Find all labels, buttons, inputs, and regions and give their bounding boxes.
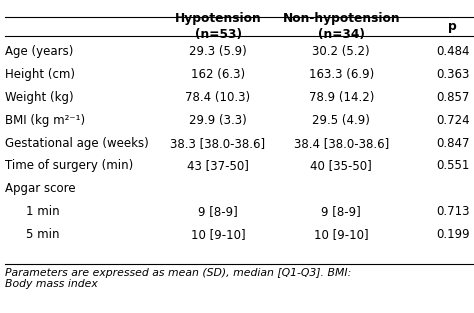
Text: 162 (6.3): 162 (6.3) <box>191 68 245 81</box>
Text: 0.363: 0.363 <box>436 68 469 81</box>
Text: Hypotension: Hypotension <box>174 12 262 25</box>
Text: 0.199: 0.199 <box>436 228 469 241</box>
Text: (n=53): (n=53) <box>194 28 242 41</box>
Text: Apgar score: Apgar score <box>5 182 75 195</box>
Text: Non-hypotension: Non-hypotension <box>283 12 400 25</box>
Text: 0.551: 0.551 <box>436 159 469 172</box>
Text: 43 [37-50]: 43 [37-50] <box>187 159 249 172</box>
Text: Age (years): Age (years) <box>5 45 73 58</box>
Text: 0.857: 0.857 <box>436 91 469 104</box>
Text: (n=34): (n=34) <box>318 28 365 41</box>
Text: Time of surgery (min): Time of surgery (min) <box>5 159 133 172</box>
Text: 9 [8-9]: 9 [8-9] <box>198 205 238 218</box>
Text: 29.5 (4.9): 29.5 (4.9) <box>312 114 370 127</box>
Text: 78.9 (14.2): 78.9 (14.2) <box>309 91 374 104</box>
Text: Weight (kg): Weight (kg) <box>5 91 73 104</box>
Text: Height (cm): Height (cm) <box>5 68 75 81</box>
Text: 5 min: 5 min <box>26 228 60 241</box>
Text: 29.9 (3.3): 29.9 (3.3) <box>189 114 247 127</box>
Text: p: p <box>448 20 457 33</box>
Text: BMI (kg m²⁻¹): BMI (kg m²⁻¹) <box>5 114 85 127</box>
Text: 0.847: 0.847 <box>436 136 469 150</box>
Text: 10 [9-10]: 10 [9-10] <box>314 228 369 241</box>
Text: Gestational age (weeks): Gestational age (weeks) <box>5 136 148 150</box>
Text: 30.2 (5.2): 30.2 (5.2) <box>312 45 370 58</box>
Text: 40 [35-50]: 40 [35-50] <box>310 159 372 172</box>
Text: 0.484: 0.484 <box>436 45 469 58</box>
Text: 38.3 [38.0-38.6]: 38.3 [38.0-38.6] <box>171 136 265 150</box>
Text: 38.4 [38.0-38.6]: 38.4 [38.0-38.6] <box>294 136 389 150</box>
Text: 1 min: 1 min <box>26 205 60 218</box>
Text: 78.4 (10.3): 78.4 (10.3) <box>185 91 251 104</box>
Text: 29.3 (5.9): 29.3 (5.9) <box>189 45 247 58</box>
Text: 10 [9-10]: 10 [9-10] <box>191 228 246 241</box>
Text: 0.724: 0.724 <box>436 114 469 127</box>
Text: Parameters are expressed as mean (SD), median [Q1-Q3]. BMI:
Body mass index: Parameters are expressed as mean (SD), m… <box>5 268 351 289</box>
Text: 9 [8-9]: 9 [8-9] <box>321 205 361 218</box>
Text: 163.3 (6.9): 163.3 (6.9) <box>309 68 374 81</box>
Text: 0.713: 0.713 <box>436 205 469 218</box>
